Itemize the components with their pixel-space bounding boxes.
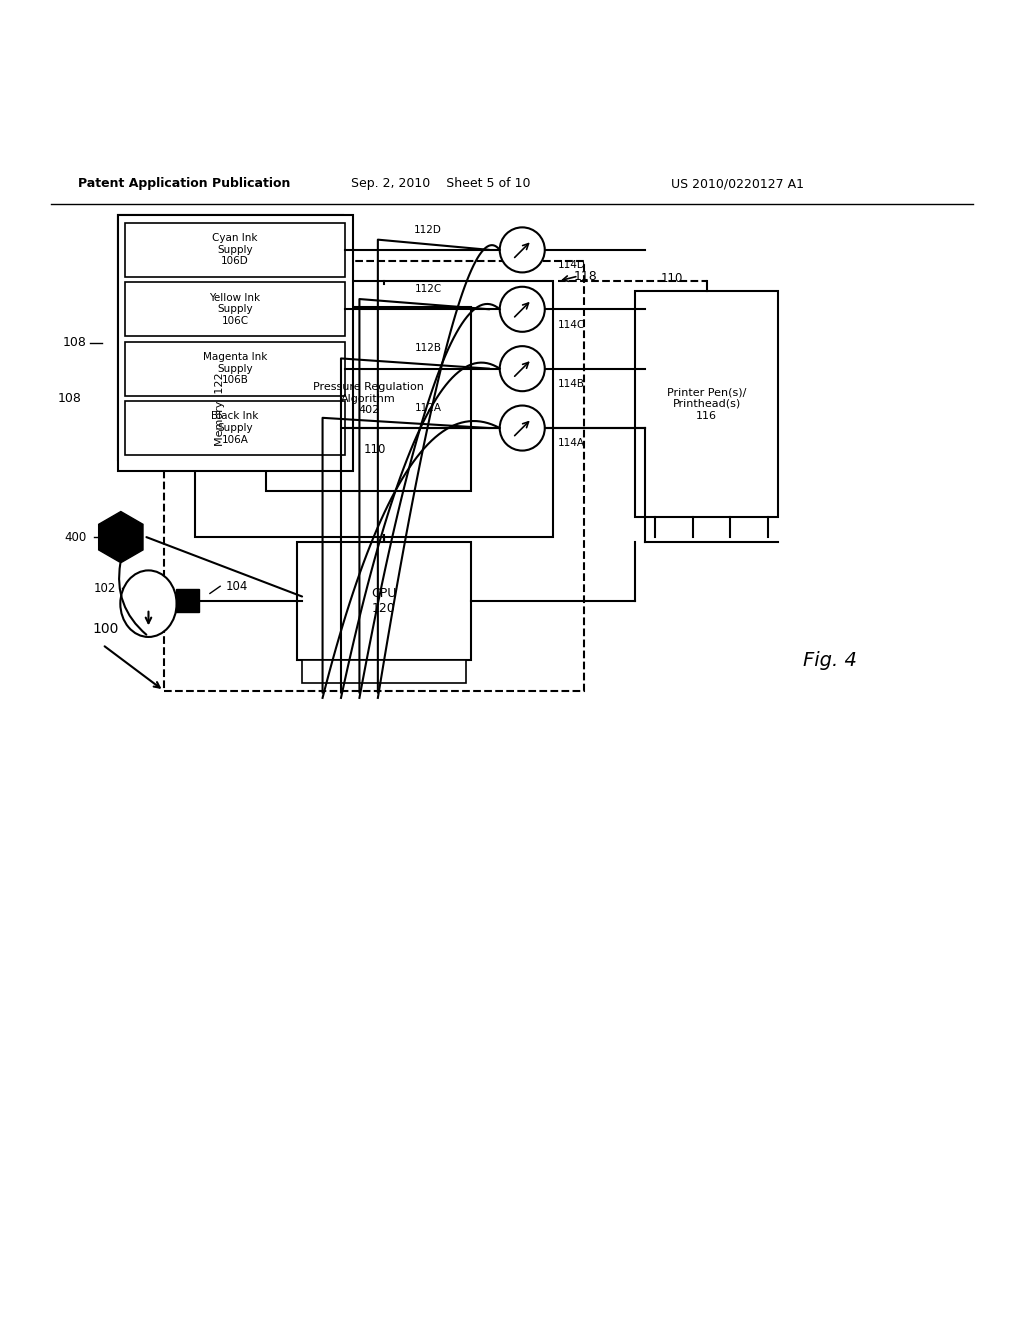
Polygon shape [98, 512, 143, 562]
Text: 400: 400 [65, 531, 87, 544]
FancyBboxPatch shape [266, 306, 471, 491]
Text: 104: 104 [225, 579, 248, 593]
Text: 108: 108 [58, 392, 82, 405]
Text: Cyan Ink
Supply
106D: Cyan Ink Supply 106D [212, 234, 258, 267]
Text: Memory  122: Memory 122 [215, 372, 225, 446]
Text: Patent Application Publication: Patent Application Publication [78, 177, 291, 190]
Text: 112C: 112C [415, 284, 441, 294]
Text: 110: 110 [364, 444, 386, 457]
FancyBboxPatch shape [297, 543, 471, 660]
FancyBboxPatch shape [125, 342, 345, 396]
Text: 118: 118 [573, 269, 597, 282]
Text: 112D: 112D [414, 224, 442, 235]
Text: Sep. 2, 2010    Sheet 5 of 10: Sep. 2, 2010 Sheet 5 of 10 [350, 177, 530, 190]
Text: Fig. 4: Fig. 4 [803, 651, 856, 669]
Text: Black Ink
Supply
106A: Black Ink Supply 106A [211, 412, 259, 445]
Text: 102: 102 [93, 582, 116, 595]
FancyBboxPatch shape [635, 292, 778, 516]
Circle shape [500, 286, 545, 331]
FancyBboxPatch shape [118, 215, 343, 461]
Text: Printer Pen(s)/
Printhead(s)
116: Printer Pen(s)/ Printhead(s) 116 [667, 387, 746, 421]
Ellipse shape [121, 570, 176, 638]
Text: Pressure Regulation
Algorithm
402: Pressure Regulation Algorithm 402 [313, 383, 424, 416]
Text: 112B: 112B [415, 343, 441, 354]
Circle shape [500, 405, 545, 450]
FancyBboxPatch shape [125, 282, 345, 337]
FancyBboxPatch shape [302, 660, 466, 682]
Text: CPU
120: CPU 120 [372, 586, 396, 615]
Text: 114D: 114D [558, 260, 586, 271]
Text: 100: 100 [92, 622, 119, 636]
FancyBboxPatch shape [125, 401, 345, 455]
Text: 114A: 114A [558, 438, 585, 449]
FancyBboxPatch shape [125, 223, 345, 277]
Text: 114C: 114C [558, 319, 586, 330]
FancyBboxPatch shape [176, 589, 199, 612]
Text: US 2010/0220127 A1: US 2010/0220127 A1 [671, 177, 804, 190]
Circle shape [500, 227, 545, 272]
FancyBboxPatch shape [118, 215, 353, 470]
Text: Yellow Ink
Supply
106C: Yellow Ink Supply 106C [210, 293, 260, 326]
Text: Magenta Ink
Supply
106B: Magenta Ink Supply 106B [203, 352, 267, 385]
FancyBboxPatch shape [195, 281, 553, 537]
FancyBboxPatch shape [164, 260, 584, 690]
Text: 114B: 114B [558, 379, 585, 389]
Text: 110: 110 [660, 272, 683, 285]
Text: 112A: 112A [415, 403, 441, 413]
Text: 108: 108 [63, 337, 87, 348]
Circle shape [500, 346, 545, 391]
